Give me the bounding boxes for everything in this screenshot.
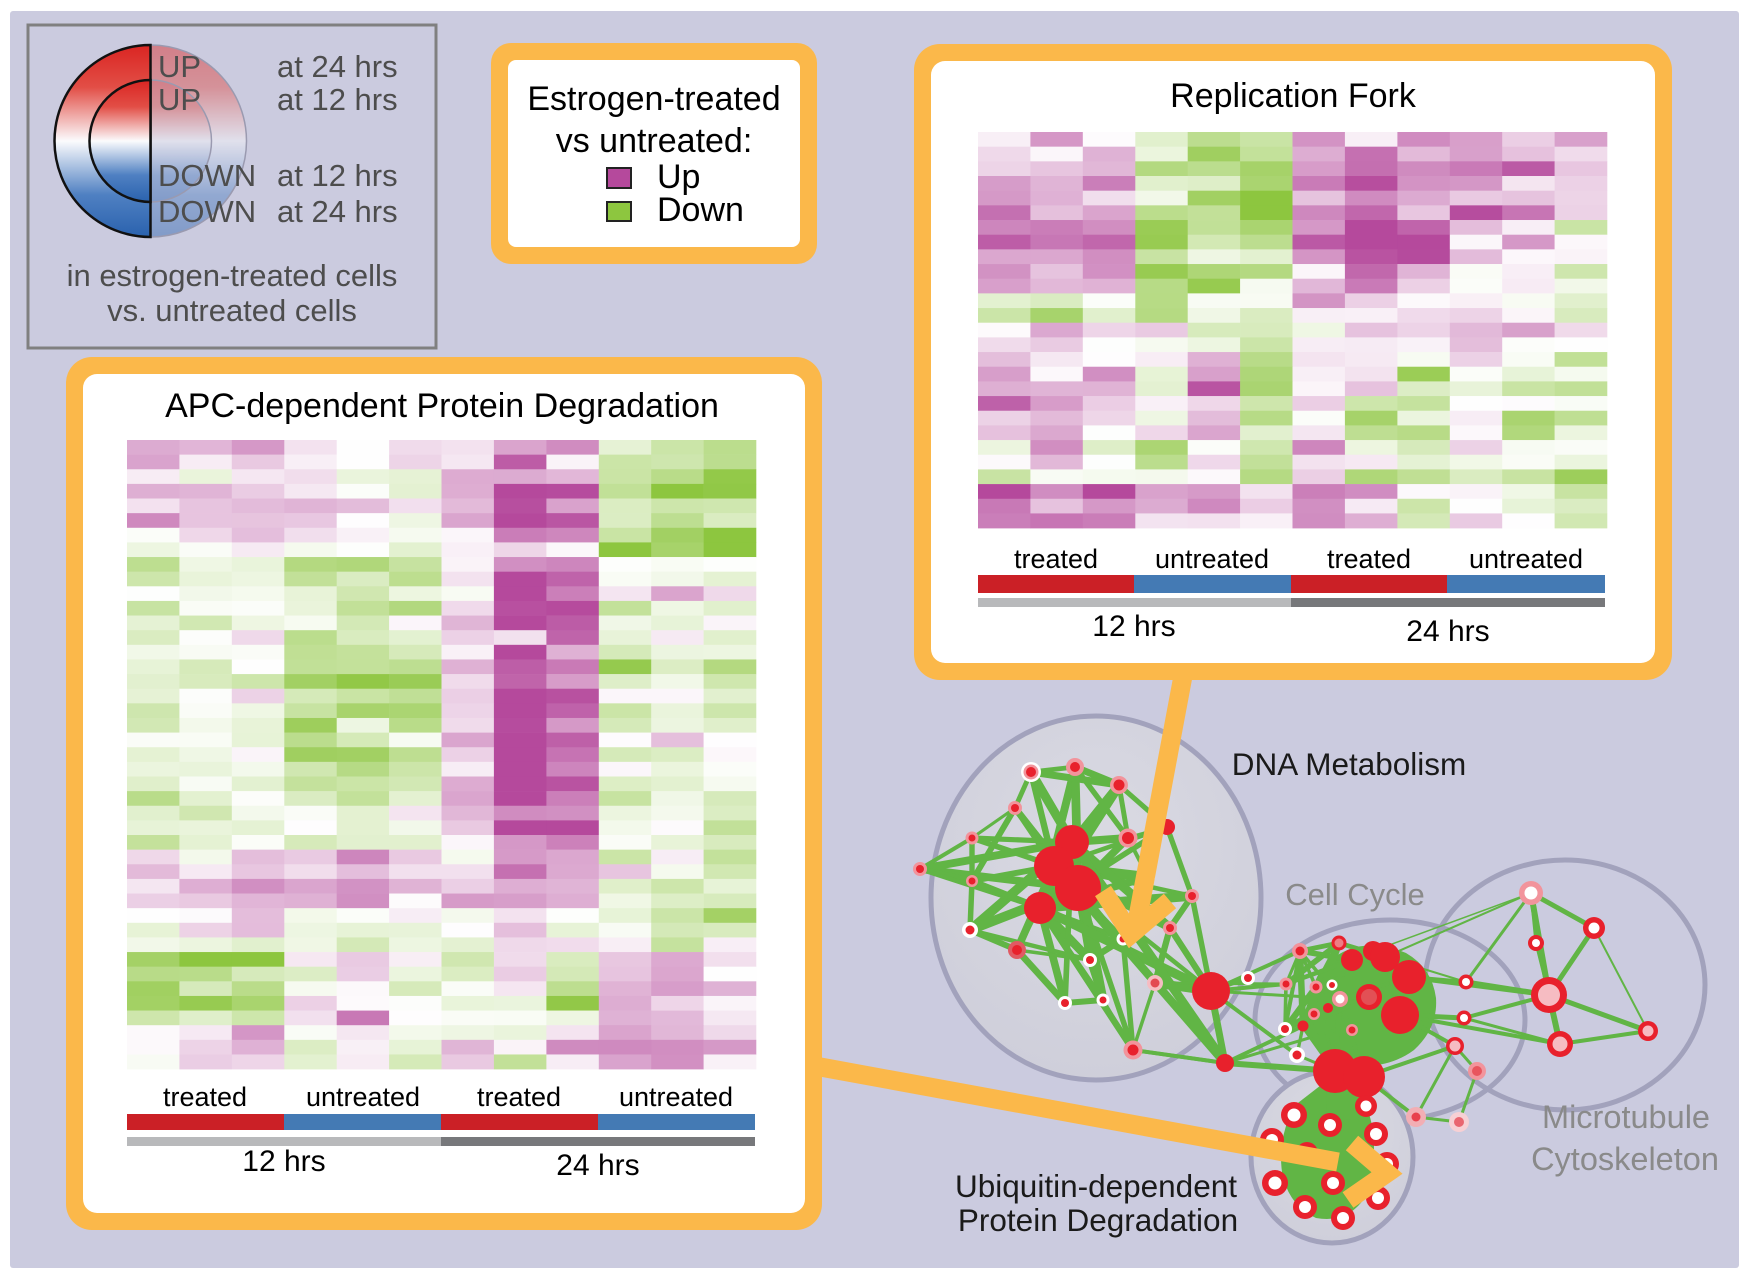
svg-text:Cytoskeleton: Cytoskeleton bbox=[1531, 1141, 1719, 1177]
svg-text:Estrogen-treated: Estrogen-treated bbox=[527, 80, 780, 118]
svg-text:treated: treated bbox=[1014, 544, 1098, 574]
svg-text:untreated: untreated bbox=[1155, 544, 1269, 574]
svg-text:UP: UP bbox=[158, 49, 201, 84]
svg-text:at 12 hrs: at 12 hrs bbox=[277, 82, 398, 117]
svg-text:Protein Degradation: Protein Degradation bbox=[958, 1202, 1238, 1238]
svg-text:Ubiquitin-dependent: Ubiquitin-dependent bbox=[955, 1168, 1237, 1204]
svg-text:treated: treated bbox=[163, 1082, 247, 1112]
svg-text:12 hrs: 12 hrs bbox=[242, 1145, 325, 1178]
svg-text:24 hrs: 24 hrs bbox=[1406, 615, 1489, 648]
svg-text:DNA Metabolism: DNA Metabolism bbox=[1232, 746, 1467, 782]
svg-text:UP: UP bbox=[158, 82, 201, 117]
svg-text:in estrogen-treated cells: in estrogen-treated cells bbox=[67, 258, 398, 293]
svg-text:untreated: untreated bbox=[306, 1082, 420, 1112]
svg-text:treated: treated bbox=[477, 1082, 561, 1112]
svg-text:untreated: untreated bbox=[1469, 544, 1583, 574]
svg-text:at 24 hrs: at 24 hrs bbox=[277, 194, 398, 229]
svg-text:DOWN: DOWN bbox=[158, 158, 256, 193]
svg-text:at 12 hrs: at 12 hrs bbox=[277, 158, 398, 193]
svg-text:Cell Cycle: Cell Cycle bbox=[1285, 877, 1425, 912]
svg-text:APC-dependent Protein Degradat: APC-dependent Protein Degradation bbox=[165, 387, 719, 425]
svg-text:Up: Up bbox=[657, 158, 700, 196]
svg-text:untreated: untreated bbox=[619, 1082, 733, 1112]
svg-text:Replication Fork: Replication Fork bbox=[1170, 77, 1417, 115]
svg-text:Down: Down bbox=[657, 191, 744, 229]
svg-text:Microtubule: Microtubule bbox=[1542, 1099, 1710, 1135]
svg-text:12 hrs: 12 hrs bbox=[1092, 610, 1175, 643]
svg-text:24 hrs: 24 hrs bbox=[556, 1149, 639, 1182]
svg-text:DOWN: DOWN bbox=[158, 194, 256, 229]
svg-text:vs untreated:: vs untreated: bbox=[556, 122, 753, 160]
svg-text:treated: treated bbox=[1327, 544, 1411, 574]
svg-text:vs. untreated cells: vs. untreated cells bbox=[107, 293, 357, 328]
svg-text:at 24 hrs: at 24 hrs bbox=[277, 49, 398, 84]
